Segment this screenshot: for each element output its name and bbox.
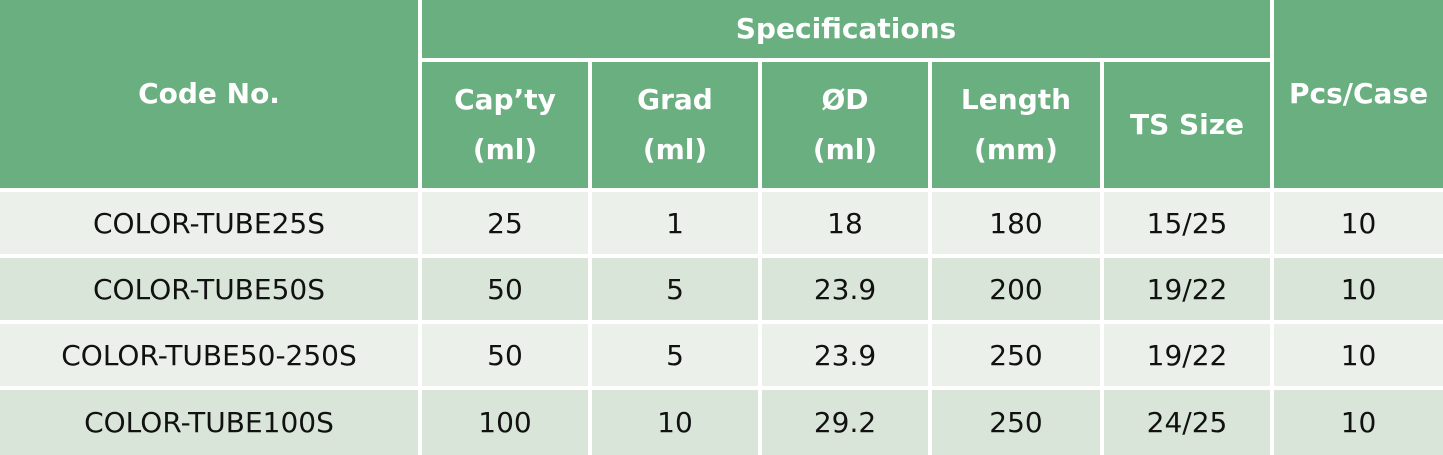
header-cell: Grad (ml) [588, 58, 762, 190]
header-text: (ml) [472, 133, 538, 166]
cell: 24/25 [1099, 386, 1275, 455]
cell: COLOR-TUBE25S [0, 188, 422, 258]
cell: 15/25 [1099, 188, 1275, 258]
cell: 29.2 [758, 386, 932, 455]
cell: 10 [588, 386, 762, 455]
header-cell: Specifications [417, 0, 1275, 62]
header-text: (mm) [974, 133, 1058, 166]
cell: 1 [588, 188, 762, 258]
header-cell: TS Size [1099, 58, 1275, 190]
header-cell: Code No. [0, 0, 422, 192]
cell: 10 [1270, 386, 1443, 455]
header-row: Cap’ty (ml) Grad (ml) ØD (ml) Length (mm) TS Siz… [0, 58, 1443, 190]
cell: 50 [418, 254, 592, 324]
header-text: Grad [637, 83, 713, 116]
cell: 10 [1270, 320, 1443, 390]
data-row: COLOR-TUBE100S 100 10 29.2 250 24/25 10 [0, 386, 1443, 455]
cell: 5 [588, 254, 762, 324]
data-row: COLOR-TUBE25S 25 1 18 180 15/25 10 [0, 188, 1443, 258]
cell: 200 [928, 254, 1104, 324]
cell: 250 [928, 386, 1104, 455]
cell: 18 [758, 188, 932, 258]
cell: 19/22 [1099, 254, 1275, 324]
header-cell: ØD (ml) [758, 58, 932, 190]
cell: 10 [1270, 188, 1443, 258]
cell: COLOR-TUBE100S [0, 386, 422, 455]
cell: 50 [418, 320, 592, 390]
cell: 23.9 [758, 254, 932, 324]
header-text: Cap’ty [454, 83, 556, 116]
cell: COLOR-TUBE50S [0, 254, 422, 324]
header-text: TS Size [1129, 108, 1245, 141]
header-text: (ml) [642, 133, 708, 166]
cell: 10 [1270, 254, 1443, 324]
header-text: Length [960, 83, 1072, 116]
header-cell: Pcs/Case [1270, 0, 1443, 192]
cell: 250 [928, 320, 1104, 390]
header-row: Code No. Specifications Pcs/Case [0, 0, 1443, 192]
cell: 23.9 [758, 320, 932, 390]
header-text: (ml) [812, 133, 878, 166]
cell: 100 [418, 386, 592, 455]
cell: 19/22 [1099, 320, 1275, 390]
cell: 25 [418, 188, 592, 258]
data-row: COLOR-TUBE50-250S 50 5 23.9 250 19/22 10 [0, 320, 1443, 390]
cell: 180 [928, 188, 1104, 258]
data-row: COLOR-TUBE50S 50 5 23.9 200 19/22 10 [0, 254, 1443, 324]
header-cell: Length (mm) [928, 58, 1104, 190]
header-text: ØD [821, 83, 869, 116]
header-cell: Cap’ty (ml) [420, 58, 592, 190]
cell: COLOR-TUBE50-250S [0, 320, 422, 390]
cell: 5 [588, 320, 762, 390]
